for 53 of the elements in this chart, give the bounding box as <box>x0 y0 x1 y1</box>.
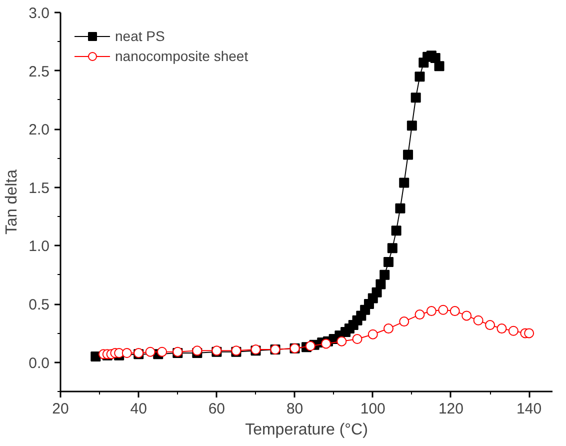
point <box>395 203 406 214</box>
point <box>391 226 402 236</box>
y-tick-label: 1.5 <box>28 180 50 197</box>
point <box>485 320 496 330</box>
point <box>368 329 378 340</box>
point <box>426 306 436 316</box>
point <box>399 178 410 188</box>
y-axis-title: Tan delta <box>4 169 21 234</box>
point <box>473 315 484 326</box>
x-tick-label: 80 <box>286 400 304 418</box>
point <box>372 287 382 298</box>
point <box>414 72 425 82</box>
point <box>305 341 316 352</box>
point <box>376 279 386 290</box>
point <box>387 243 398 254</box>
point <box>450 306 460 316</box>
legend-label: nanocomposite sheet <box>115 48 248 64</box>
point <box>462 310 472 321</box>
point <box>352 334 362 344</box>
point <box>406 120 417 131</box>
point <box>410 92 421 103</box>
point <box>145 346 156 357</box>
point <box>384 257 394 268</box>
legend-label: neat PS <box>115 28 165 44</box>
point <box>122 348 132 358</box>
y-tick-label: 2.5 <box>28 63 50 80</box>
x-axis-title: Temperature (°C) <box>245 422 368 438</box>
x-tick-label: 140 <box>516 400 542 418</box>
y-tick-label: 0.5 <box>28 296 50 314</box>
point <box>399 316 410 327</box>
x-tick-label: 20 <box>52 400 69 418</box>
point <box>496 324 507 334</box>
x-tick-label: 40 <box>130 400 147 418</box>
y-tick-label: 1.0 <box>28 238 50 256</box>
point <box>414 310 425 320</box>
point <box>508 326 518 336</box>
point <box>192 346 202 356</box>
point <box>380 270 390 280</box>
point <box>336 336 347 346</box>
point <box>157 346 168 357</box>
point <box>321 338 332 349</box>
point <box>403 150 414 160</box>
point <box>434 61 444 72</box>
point <box>438 304 448 315</box>
x-tick-label: 100 <box>360 400 386 418</box>
y-tick-label: 2.0 <box>28 122 50 139</box>
y-tick-label: 3.0 <box>28 5 50 22</box>
x-tick-label: 120 <box>438 400 464 418</box>
point <box>384 324 394 334</box>
point <box>90 352 101 362</box>
y-tick-label: 0.0 <box>28 354 50 372</box>
x-tick-label: 60 <box>208 400 226 418</box>
point <box>524 328 534 338</box>
